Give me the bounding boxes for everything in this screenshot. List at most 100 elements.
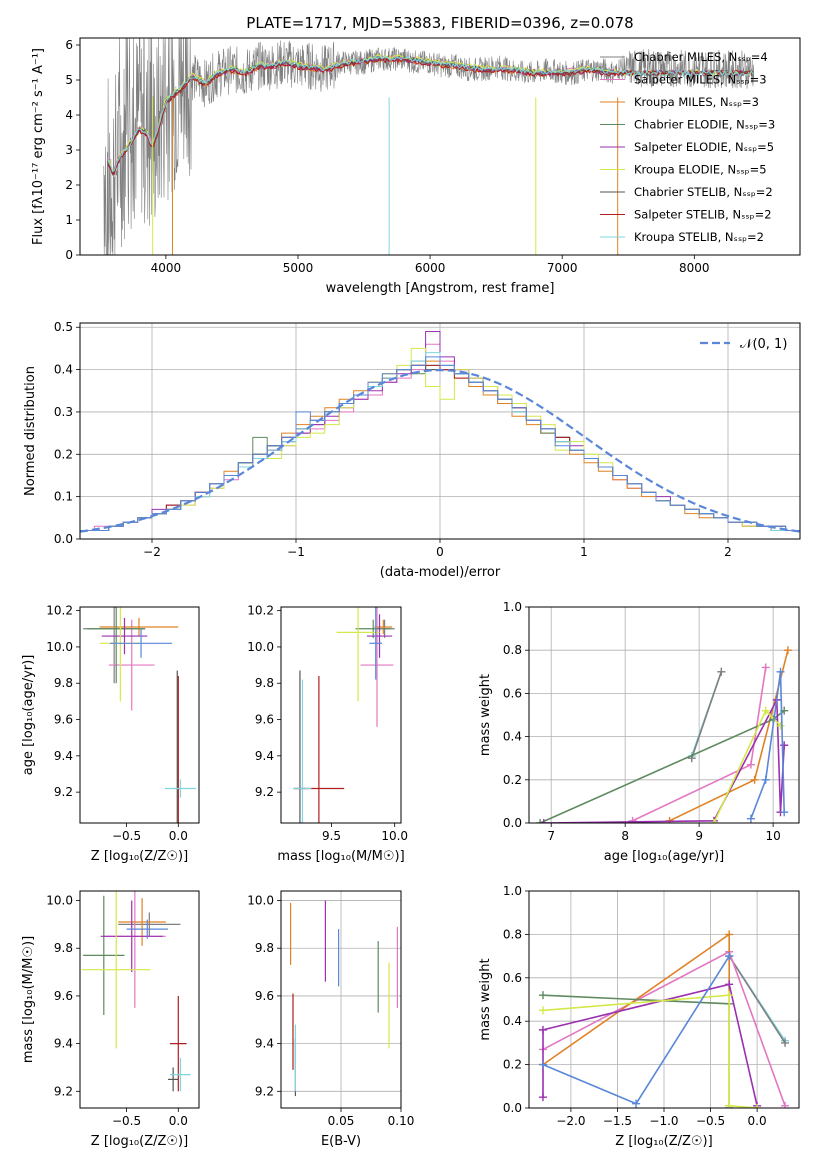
age_vs_mass-points (293, 607, 395, 823)
x-tick-label: 0.0 (169, 829, 188, 843)
x-axis-label: (data-model)/error (380, 565, 501, 580)
legend-label: Salpeter MILES, Nₛₛₚ=3 (634, 73, 767, 87)
massweight_vs_Z-lines (538, 930, 790, 1108)
y-axis-label: mass weight (478, 674, 493, 756)
normal-curve (80, 368, 800, 533)
axes-spectrum: 4000 5000 6000 7000 8000 0 1 2 3 4 5 6 wavelength [A… (31, 37, 801, 296)
y-tick-label: 9.8 (54, 676, 73, 690)
y-tick-label: 4 (65, 108, 73, 122)
weight-marker (725, 980, 734, 989)
residuals-legend: 𝒩(0, 1) (700, 337, 787, 352)
weight-marker (746, 814, 755, 823)
legend-label: Kroupa MILES, Nₛₛₚ=3 (634, 95, 759, 109)
mass_vs_ebv-points (290, 900, 398, 1097)
weight-marker (725, 952, 734, 961)
y-tick-label: 9.6 (255, 989, 274, 1003)
legend-label: Kroupa ELODIE, Nₛₛₚ=5 (634, 163, 767, 177)
axes-mass_vs_ebv: 0.05 0.10 9.2 9.4 9.6 9.8 10.0 E(B-V) (247, 890, 414, 1149)
legend-label: Chabrier MILES, Nₛₛₚ=4 (634, 50, 768, 64)
x-tick-label: 4000 (151, 261, 182, 275)
weight-line (690, 671, 723, 759)
x-tick-label: 0.0 (169, 1114, 188, 1128)
axes-age_vs_Z: −0.5 0.0 9.2 9.4 9.6 9.8 10.0 10.2 Z [log₁₀(Z/Z☉… (21, 604, 200, 864)
model-spectrum-line (107, 57, 753, 176)
x-tick-label: −1.5 (603, 1114, 632, 1128)
y-tick-label: 9.4 (255, 1037, 274, 1051)
weight-marker (761, 706, 770, 715)
legend-label: Salpeter ELODIE, Nₛₛₚ=5 (634, 140, 774, 154)
axes-frame (79, 322, 801, 540)
x-tick-label: 2 (724, 545, 732, 559)
y-tick-label: 9.4 (54, 1037, 73, 1051)
y-tick-label: 9.2 (255, 1084, 274, 1098)
legend-label: Chabrier ELODIE, Nₛₛₚ=3 (634, 118, 775, 132)
weight-marker (632, 1099, 641, 1108)
axes-frame (528, 890, 800, 1109)
y-tick-label: 1.0 (503, 600, 522, 614)
y-tick-label: 9.2 (54, 1084, 73, 1098)
y-tick-label: 9.4 (255, 749, 274, 763)
y-axis-label: Normed distribution (23, 366, 38, 496)
weight-marker (783, 646, 792, 655)
x-tick-label: 8 (621, 829, 629, 843)
y-axis-label: age [log₁₀(age/yr)] (21, 655, 36, 776)
massweight_vs_age-lines (536, 646, 792, 823)
weight-marker (538, 991, 547, 1000)
plots-group: 4000 5000 6000 7000 8000 0 1 2 3 4 5 6 wavelength [A… (21, 37, 801, 1149)
axes-massweight_vs_age: 7 8 9 10 0.0 0.2 0.4 0.6 0.8 1.0 age [log₁₀(age/yr… (478, 600, 800, 864)
weight-marker (725, 1101, 734, 1108)
y-tick-label: 9.8 (255, 676, 274, 690)
observed-spectrum-line (103, 38, 755, 255)
x-axis-label: Z [log₁₀(Z/Z☉)] (91, 1134, 188, 1149)
weight-line (542, 994, 758, 1108)
residual-histograms (80, 331, 800, 533)
y-tick-label: 6 (65, 38, 73, 52)
weight-marker (761, 663, 770, 672)
x-axis-label: Z [log₁₀(Z/Z☉)] (615, 1134, 712, 1149)
y-tick-label: 9.8 (54, 941, 73, 955)
x-tick-label: 10 (765, 829, 780, 843)
x-tick-label: 0.05 (328, 1114, 355, 1128)
weight-line (728, 955, 786, 1044)
x-axis-label: mass [log₁₀(M/M☉)] (277, 849, 404, 864)
weight-marker (776, 721, 785, 730)
y-tick-label: 0.1 (54, 490, 73, 504)
weight-marker (780, 741, 789, 750)
x-axis-label: age [log₁₀(age/yr)] (604, 849, 725, 864)
y-tick-label: 9.8 (255, 941, 274, 955)
weight-marker (538, 1025, 547, 1034)
weight-marker (780, 808, 789, 817)
y-tick-label: 10.2 (247, 604, 274, 618)
x-tick-label: 8000 (679, 261, 710, 275)
y-tick-label: 0 (65, 248, 73, 262)
x-tick-label: −1 (287, 545, 305, 559)
axes-frame (528, 606, 800, 824)
y-tick-label: 0.0 (503, 816, 522, 830)
y-tick-label: 10.0 (247, 894, 274, 908)
y-tick-label: 0.6 (503, 971, 522, 985)
x-axis-label: Z [log₁₀(Z/Z☉)] (91, 849, 188, 864)
x-tick-label: 7000 (547, 261, 578, 275)
y-tick-label: 1.0 (503, 884, 522, 898)
spectrum-lines (103, 38, 755, 255)
x-tick-label: −2.0 (556, 1114, 585, 1128)
weight-marker (538, 1093, 547, 1102)
y-tick-label: 9.4 (54, 749, 73, 763)
axes-frame (280, 890, 402, 1109)
y-tick-label: 1 (65, 213, 73, 227)
legend-label: Kroupa STELIB, Nₛₛₚ=2 (634, 230, 764, 244)
weight-marker (746, 760, 755, 769)
axes-residuals: −2 −1 0 1 2 0.0 0.1 0.2 0.3 0.4 0.5 (data-model)/er… (23, 320, 801, 580)
weight-marker (628, 816, 637, 823)
weight-marker (725, 991, 734, 1000)
mass_vs_Z-points (82, 891, 191, 1092)
weight-marker (717, 667, 726, 676)
x-tick-label: −1.0 (649, 1114, 678, 1128)
y-tick-label: 10.0 (46, 894, 73, 908)
x-tick-label: 9 (695, 829, 703, 843)
x-axis-label: wavelength [Angstrom, rest frame] (326, 281, 555, 296)
y-tick-label: 0.4 (54, 363, 73, 377)
x-tick-label: −0.5 (112, 829, 141, 843)
y-tick-label: 3 (65, 143, 73, 157)
